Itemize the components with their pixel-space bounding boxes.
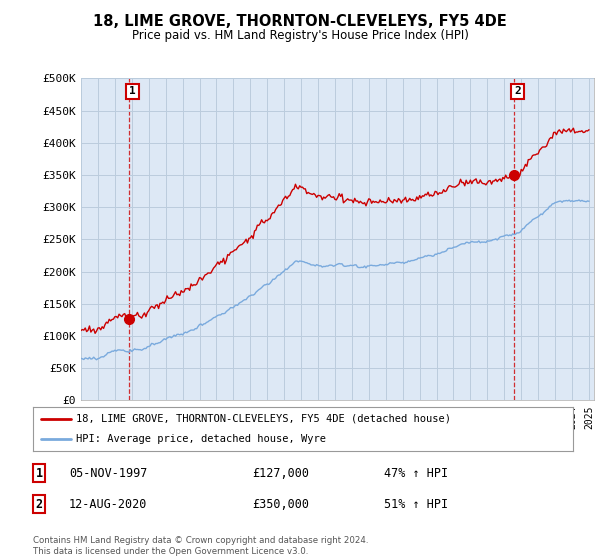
Text: Contains HM Land Registry data © Crown copyright and database right 2024.
This d: Contains HM Land Registry data © Crown c… bbox=[33, 536, 368, 556]
Text: Price paid vs. HM Land Registry's House Price Index (HPI): Price paid vs. HM Land Registry's House … bbox=[131, 29, 469, 42]
Text: 2: 2 bbox=[514, 86, 521, 96]
Text: 51% ↑ HPI: 51% ↑ HPI bbox=[384, 497, 448, 511]
Text: 2: 2 bbox=[35, 497, 43, 511]
Text: £127,000: £127,000 bbox=[252, 466, 309, 480]
Text: 12-AUG-2020: 12-AUG-2020 bbox=[69, 497, 148, 511]
Text: 05-NOV-1997: 05-NOV-1997 bbox=[69, 466, 148, 480]
Text: 1: 1 bbox=[35, 466, 43, 480]
Text: 18, LIME GROVE, THORNTON-CLEVELEYS, FY5 4DE: 18, LIME GROVE, THORNTON-CLEVELEYS, FY5 … bbox=[93, 14, 507, 29]
Text: 1: 1 bbox=[129, 86, 136, 96]
Text: HPI: Average price, detached house, Wyre: HPI: Average price, detached house, Wyre bbox=[76, 434, 326, 444]
Text: £350,000: £350,000 bbox=[252, 497, 309, 511]
Text: 47% ↑ HPI: 47% ↑ HPI bbox=[384, 466, 448, 480]
Text: 18, LIME GROVE, THORNTON-CLEVELEYS, FY5 4DE (detached house): 18, LIME GROVE, THORNTON-CLEVELEYS, FY5 … bbox=[76, 414, 451, 424]
